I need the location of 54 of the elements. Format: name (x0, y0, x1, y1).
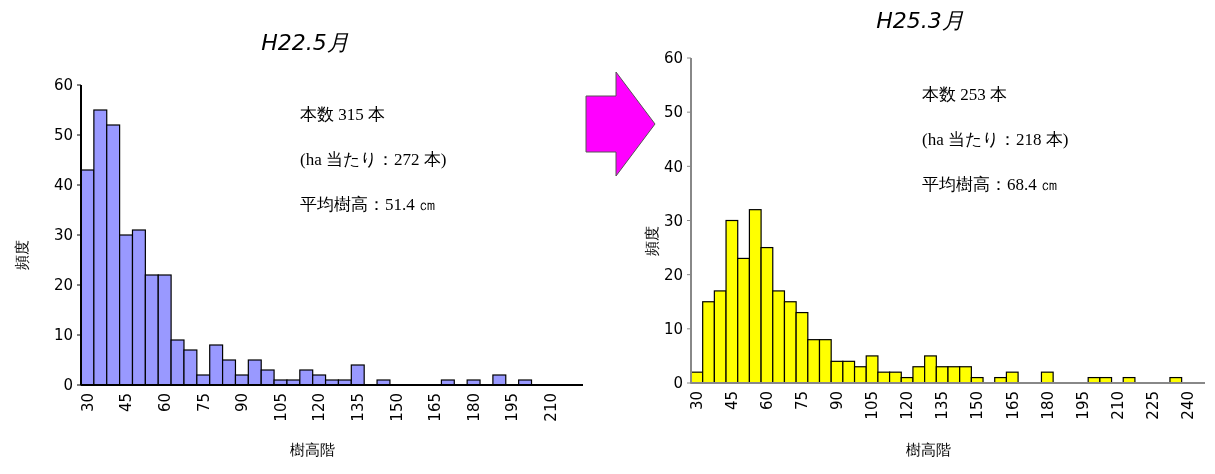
x-tick-label: 30 (78, 393, 97, 413)
x-tick-label: 150 (968, 391, 987, 420)
y-tick-label: 30 (663, 211, 683, 230)
x-tick-label: 135 (348, 393, 367, 422)
y-tick-label: 60 (53, 76, 73, 95)
x-tick-label: 105 (863, 391, 882, 420)
x-tick-label: 195 (1073, 391, 1092, 420)
x-tick-label: 45 (723, 391, 742, 411)
chart-title: H22.5月 (261, 30, 349, 55)
x-tick-label: 180 (464, 393, 483, 422)
x-tick-label: 105 (271, 393, 290, 422)
y-tick-label: 10 (53, 326, 73, 345)
y-tick-label: 30 (53, 226, 73, 245)
annotation: (ha 当たり：218 本) (922, 130, 1069, 149)
x-tick-label: 210 (1108, 391, 1127, 420)
y-tick-label: 20 (663, 265, 683, 284)
y-axis-title: 頻度 (13, 240, 32, 270)
chart-title: H25.3月 (876, 8, 964, 33)
annotation: 本数 315 本 (300, 105, 385, 124)
annotation: 平均樹高：68.4 ㎝ (922, 175, 1058, 194)
annotation: 平均樹高：51.4 ㎝ (300, 195, 436, 214)
y-tick-label: 0 (63, 376, 73, 395)
annotation: 本数 253 本 (922, 85, 1007, 104)
x-tick-label: 135 (933, 391, 952, 420)
x-tick-label: 210 (542, 393, 561, 422)
x-tick-label: 45 (117, 393, 136, 413)
y-tick-label: 10 (663, 320, 683, 339)
y-tick-label: 0 (673, 374, 683, 393)
x-tick-label: 150 (387, 393, 406, 422)
x-tick-label: 165 (426, 393, 445, 422)
x-tick-label: 75 (793, 391, 812, 411)
x-tick-label: 225 (1143, 391, 1162, 420)
annotation: (ha 当たり：272 本) (300, 150, 447, 169)
y-tick-label: 20 (53, 276, 73, 295)
x-tick-label: 60 (155, 393, 174, 413)
x-tick-label: 180 (1038, 391, 1057, 420)
y-tick-label: 50 (53, 126, 73, 145)
y-axis-title: 頻度 (643, 225, 662, 256)
x-tick-label: 120 (898, 391, 917, 420)
x-tick-label: 240 (1178, 391, 1197, 420)
x-tick-label: 90 (233, 393, 252, 413)
x-tick-label: 120 (310, 393, 329, 422)
x-tick-label: 75 (194, 393, 213, 413)
x-tick-label: 30 (688, 391, 707, 411)
y-tick-label: 40 (53, 176, 73, 195)
x-axis-title: 樹高階 (905, 441, 951, 459)
x-tick-label: 90 (828, 391, 847, 411)
x-axis-title: 樹高階 (289, 441, 335, 459)
y-tick-label: 40 (663, 157, 683, 176)
y-tick-label: 50 (663, 103, 683, 122)
x-tick-label: 165 (1003, 391, 1022, 420)
x-tick-label: 195 (503, 393, 522, 422)
x-tick-label: 60 (758, 391, 777, 411)
y-tick-label: 60 (663, 49, 683, 68)
